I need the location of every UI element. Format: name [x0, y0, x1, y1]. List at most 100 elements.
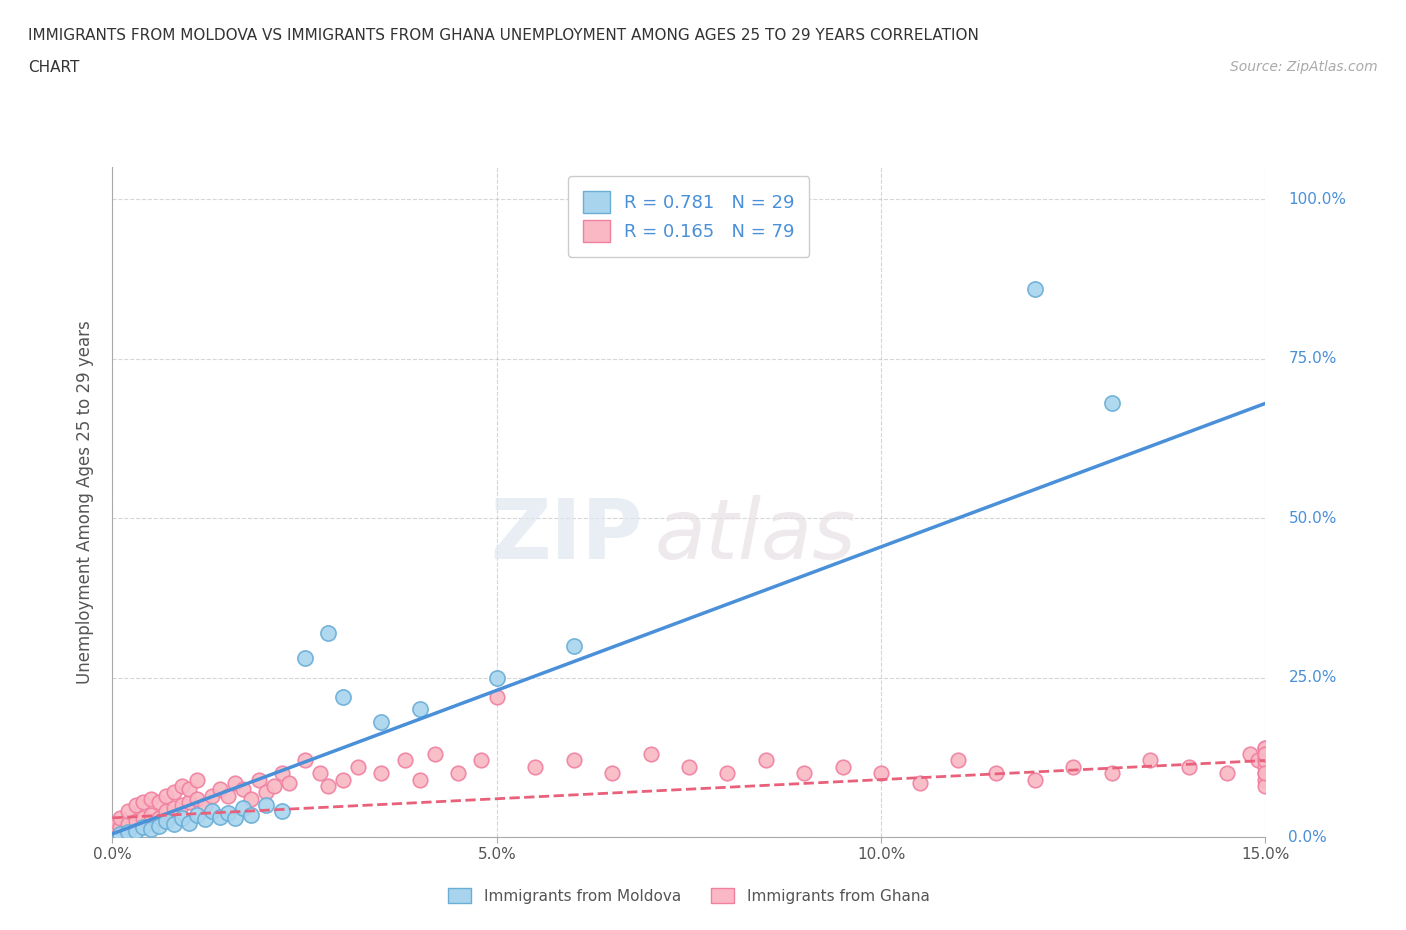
Point	[155, 788, 177, 803]
Point	[139, 822, 162, 837]
Point	[186, 772, 208, 787]
Point	[1239, 747, 1261, 762]
Point	[170, 810, 193, 825]
Point	[224, 810, 246, 825]
Point	[347, 760, 370, 775]
Point	[309, 765, 332, 780]
Point	[1254, 747, 1277, 762]
Point	[294, 651, 316, 666]
Point	[270, 765, 292, 780]
Point	[148, 810, 170, 825]
Point	[1254, 753, 1277, 768]
Point	[139, 807, 162, 822]
Point	[1254, 747, 1277, 762]
Point	[179, 816, 201, 830]
Point	[1254, 753, 1277, 768]
Point	[263, 778, 285, 793]
Point	[209, 782, 232, 797]
Point	[370, 765, 392, 780]
Point	[409, 772, 432, 787]
Point	[755, 753, 778, 768]
Point	[148, 818, 170, 833]
Point	[870, 765, 893, 780]
Point	[1062, 760, 1084, 775]
Point	[1024, 281, 1046, 296]
Y-axis label: Unemployment Among Ages 25 to 29 years: Unemployment Among Ages 25 to 29 years	[76, 320, 94, 684]
Point	[562, 638, 585, 653]
Point	[1024, 772, 1046, 787]
Text: ZIP: ZIP	[491, 495, 643, 577]
Point	[1254, 740, 1277, 755]
Point	[409, 702, 432, 717]
Point	[640, 747, 662, 762]
Point	[294, 753, 316, 768]
Point	[132, 794, 155, 809]
Point	[163, 801, 186, 816]
Point	[101, 817, 124, 831]
Text: 25.0%: 25.0%	[1288, 671, 1337, 685]
Point	[793, 765, 815, 780]
Point	[1254, 740, 1277, 755]
Point	[1254, 765, 1277, 780]
Point	[1101, 396, 1123, 411]
Point	[232, 782, 254, 797]
Point	[986, 765, 1008, 780]
Point	[179, 782, 201, 797]
Point	[600, 765, 623, 780]
Point	[201, 804, 224, 819]
Point	[316, 778, 339, 793]
Point	[209, 809, 232, 824]
Point	[170, 778, 193, 793]
Point	[1254, 772, 1277, 787]
Point	[194, 812, 217, 827]
Point	[232, 801, 254, 816]
Point	[332, 689, 354, 704]
Point	[170, 798, 193, 813]
Point	[163, 817, 186, 831]
Point	[1101, 765, 1123, 780]
Point	[117, 804, 139, 819]
Text: CHART: CHART	[28, 60, 80, 75]
Point	[946, 753, 969, 768]
Point	[117, 817, 139, 831]
Point	[186, 791, 208, 806]
Point	[1254, 760, 1277, 775]
Point	[108, 827, 131, 842]
Point	[217, 805, 239, 820]
Point	[1254, 765, 1277, 780]
Text: atlas: atlas	[654, 495, 856, 577]
Point	[1216, 765, 1239, 780]
Point	[217, 788, 239, 803]
Point	[132, 820, 155, 835]
Point	[247, 772, 270, 787]
Text: IMMIGRANTS FROM MOLDOVA VS IMMIGRANTS FROM GHANA UNEMPLOYMENT AMONG AGES 25 TO 2: IMMIGRANTS FROM MOLDOVA VS IMMIGRANTS FR…	[28, 28, 979, 43]
Point	[394, 753, 416, 768]
Point	[124, 798, 146, 813]
Point	[239, 807, 262, 822]
Point	[485, 689, 508, 704]
Point	[155, 814, 177, 829]
Text: Source: ZipAtlas.com: Source: ZipAtlas.com	[1230, 60, 1378, 74]
Point	[524, 760, 547, 775]
Point	[148, 794, 170, 809]
Text: 0.0%: 0.0%	[1288, 830, 1327, 844]
Point	[179, 794, 201, 809]
Point	[194, 798, 217, 813]
Point	[425, 747, 447, 762]
Point	[186, 807, 208, 822]
Point	[117, 825, 139, 840]
Point	[224, 776, 246, 790]
Point	[163, 785, 186, 800]
Text: 75.0%: 75.0%	[1288, 352, 1337, 366]
Point	[1254, 778, 1277, 793]
Point	[254, 798, 277, 813]
Point	[254, 785, 277, 800]
Legend: Immigrants from Moldova, Immigrants from Ghana: Immigrants from Moldova, Immigrants from…	[443, 882, 935, 910]
Point	[562, 753, 585, 768]
Point	[316, 626, 339, 641]
Point	[108, 820, 131, 835]
Text: 50.0%: 50.0%	[1288, 511, 1337, 525]
Point	[124, 814, 146, 829]
Point	[124, 823, 146, 838]
Text: 100.0%: 100.0%	[1288, 192, 1347, 206]
